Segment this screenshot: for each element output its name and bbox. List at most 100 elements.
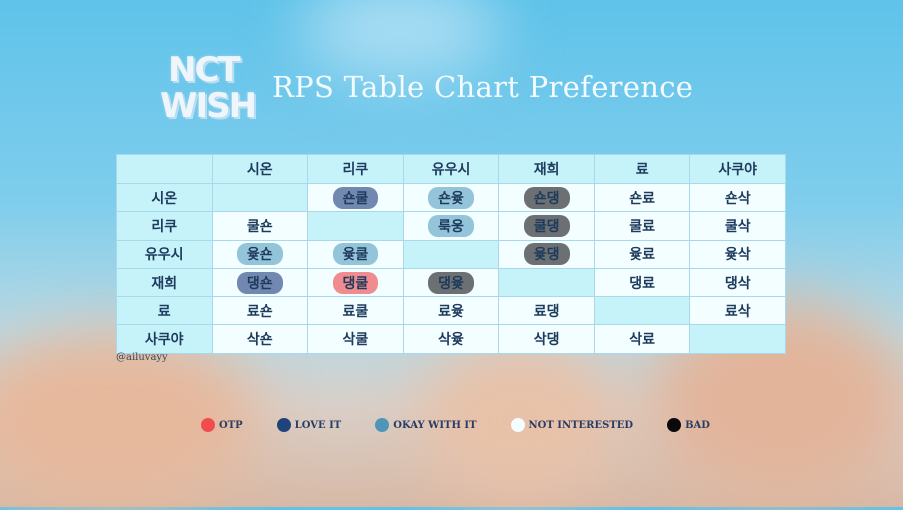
pair-name: 삭댕 bbox=[533, 332, 560, 349]
pair-pill-love: 숀쿨 bbox=[332, 186, 379, 209]
table-cell: 쿨숀 bbox=[211, 211, 309, 241]
table-cell: 숀윷 bbox=[402, 182, 500, 213]
legend-dot-icon bbox=[375, 418, 390, 432]
table-cell: 삭료 bbox=[593, 324, 691, 354]
background-blur bbox=[300, 0, 500, 80]
legend-item: BAD bbox=[667, 418, 710, 432]
column-header: 시온 bbox=[211, 154, 309, 184]
pair-pill-okay: 윷숀 bbox=[236, 243, 283, 266]
legend: OTP LOVE IT OKAY WITH IT NOT INTERESTED BAD bbox=[201, 418, 744, 432]
pair-name: 댕삭 bbox=[724, 275, 751, 292]
table-cell: 윷쿨 bbox=[307, 239, 404, 269]
column-header: 재희 bbox=[498, 154, 595, 184]
table-cell: 삭쿨 bbox=[307, 324, 404, 354]
table-row: 료 료숀 료쿨 료윷 료댕 료삭 bbox=[116, 296, 786, 326]
legend-item: NOT INTERESTED bbox=[510, 418, 634, 432]
table-cell: 숀료 bbox=[593, 182, 691, 213]
table-cell: 쿨삭 bbox=[689, 211, 786, 241]
pair-name: 쿨료 bbox=[629, 218, 656, 235]
pair-name: 윷료 bbox=[629, 247, 656, 264]
column-header: 유우시 bbox=[402, 154, 500, 184]
legend-label: NOT INTERESTED bbox=[528, 419, 634, 431]
table-cell: 윷삭 bbox=[689, 239, 786, 269]
table-cell: 삭댕 bbox=[498, 324, 595, 354]
pair-name: 삭윷 bbox=[438, 332, 464, 349]
legend-label: OKAY WITH IT bbox=[393, 419, 477, 431]
table-cell: 댕윷 bbox=[402, 267, 500, 298]
table-cell: 료숀 bbox=[211, 296, 309, 326]
pair-name: 삭료 bbox=[629, 332, 656, 349]
table-cell: 쿨댕 bbox=[498, 211, 595, 241]
legend-item: OTP bbox=[201, 418, 243, 432]
table-cell: 댕숀 bbox=[211, 267, 309, 298]
nct-wish-logo: NCT WISH bbox=[160, 50, 257, 126]
empty-cell bbox=[498, 267, 595, 298]
pair-name: 료쿨 bbox=[342, 303, 369, 320]
column-header: 리쿠 bbox=[307, 154, 404, 184]
legend-dot-icon bbox=[201, 418, 215, 432]
row-header: 유우시 bbox=[116, 239, 213, 269]
table-cell: 숀댕 bbox=[498, 182, 595, 213]
table-row: 재희 댕숀 댕쿨 댕윷 댕료 댕삭 bbox=[116, 267, 786, 298]
page-title: RPS Table Chart Preference bbox=[272, 70, 694, 104]
legend-item: OKAY WITH IT bbox=[375, 418, 477, 432]
background-blur bbox=[0, 330, 260, 510]
table-cell: 숀삭 bbox=[689, 182, 786, 213]
table-row: 시온 숀쿨 숀윷 숀댕 숀료 숀삭 bbox=[116, 182, 786, 213]
legend-item: LOVE IT bbox=[276, 418, 342, 432]
empty-cell bbox=[689, 324, 786, 354]
preference-table: 시온 리쿠 유우시 재희 료 사쿠야 시온 숀쿨 숀윷 숀댕 숀료 숀삭 리쿠 쿨숀 룩웅 쿨댕 쿨료 쿨삭 유우시… bbox=[116, 154, 786, 354]
pair-name: 쿨숀 bbox=[246, 218, 273, 235]
pair-pill-bad: 쿨댕 bbox=[523, 214, 570, 237]
table-cell: 삭윷 bbox=[402, 324, 500, 354]
empty-cell bbox=[211, 182, 309, 213]
table-cell: 료쿨 bbox=[307, 296, 404, 326]
table-cell: 료삭 bbox=[689, 296, 786, 326]
pair-name: 댕료 bbox=[629, 275, 656, 292]
table-cell: 숀쿨 bbox=[307, 182, 404, 213]
legend-dot-icon bbox=[667, 418, 682, 432]
pair-pill-otp: 댕쿨 bbox=[332, 271, 379, 294]
table-cell: 댕료 bbox=[593, 267, 691, 298]
pair-name: 료윷 bbox=[438, 303, 464, 320]
table-row: 유우시 윷숀 윷쿨 윷댕 윷료 윷삭 bbox=[116, 239, 786, 269]
table-cell: 윷댕 bbox=[498, 239, 595, 269]
table-cell: 룩웅 bbox=[402, 211, 500, 241]
pair-name: 윷삭 bbox=[724, 247, 751, 264]
pair-name: 삭쿨 bbox=[342, 332, 369, 349]
pair-name: 료삭 bbox=[724, 303, 751, 320]
legend-label: OTP bbox=[219, 419, 243, 431]
legend-label: LOVE IT bbox=[294, 419, 342, 431]
row-header: 료 bbox=[116, 296, 213, 326]
pair-name: 료숀 bbox=[246, 303, 273, 320]
empty-cell bbox=[402, 239, 500, 269]
table-cell: 댕삭 bbox=[689, 267, 786, 298]
pair-name: 쿨삭 bbox=[724, 218, 751, 235]
credit-handle: @ailuvayy bbox=[116, 352, 168, 363]
table-cell: 댕쿨 bbox=[307, 267, 404, 298]
legend-label: BAD bbox=[685, 419, 710, 431]
row-header: 시온 bbox=[116, 182, 213, 213]
pair-pill-okay: 숀윷 bbox=[428, 186, 474, 209]
corner-cell bbox=[116, 154, 213, 184]
table-cell: 쿨료 bbox=[593, 211, 691, 241]
table-cell: 윷숀 bbox=[211, 239, 309, 269]
table-cell: 윷료 bbox=[593, 239, 691, 269]
pair-pill-okay: 윷쿨 bbox=[332, 243, 379, 266]
pair-name: 숀료 bbox=[629, 190, 656, 207]
pair-name: 료댕 bbox=[533, 303, 560, 320]
column-header: 료 bbox=[593, 154, 691, 184]
header-row: 시온 리쿠 유우시 재희 료 사쿠야 bbox=[116, 154, 786, 184]
table-cell: 료윷 bbox=[402, 296, 500, 326]
table-cell: 삭숀 bbox=[211, 324, 309, 354]
pair-pill-bad: 댕윷 bbox=[428, 271, 474, 294]
row-header: 재희 bbox=[116, 267, 213, 298]
pair-pill-okay: 룩웅 bbox=[428, 214, 474, 237]
column-header: 사쿠야 bbox=[689, 154, 786, 184]
pair-pill-bad: 윷댕 bbox=[523, 243, 570, 266]
pair-name: 삭숀 bbox=[246, 332, 273, 349]
pair-pill-bad: 숀댕 bbox=[523, 186, 570, 209]
table-row: 사쿠야 삭숀 삭쿨 삭윷 삭댕 삭료 bbox=[116, 324, 786, 354]
legend-dot-icon bbox=[276, 418, 291, 432]
pair-name: 숀삭 bbox=[724, 190, 751, 207]
